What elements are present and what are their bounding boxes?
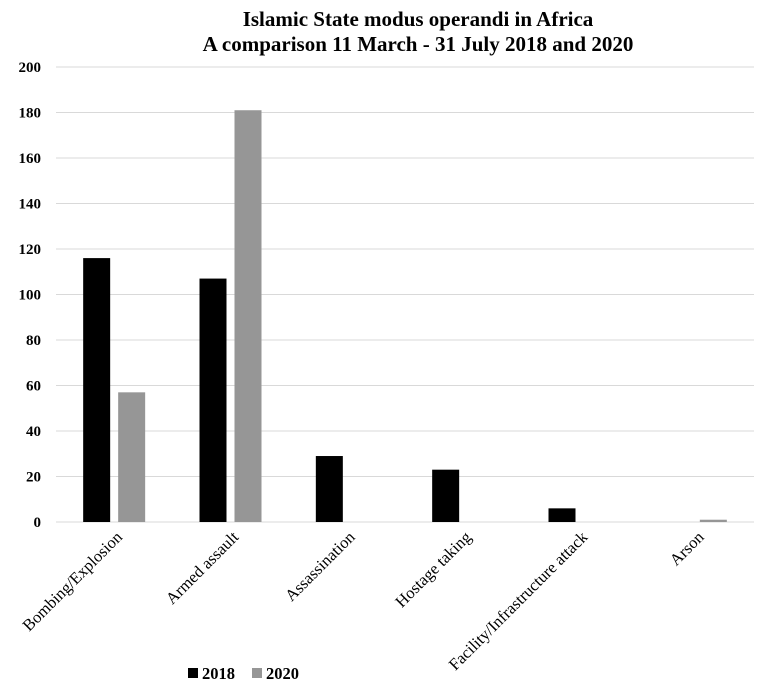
legend-label: 2020	[266, 664, 299, 683]
bar-2018-3	[432, 469, 460, 522]
x-tick-label: Armed assault	[162, 527, 243, 608]
legend: 2018 2020	[188, 664, 299, 683]
y-tick-label: 120	[19, 242, 42, 258]
y-tick-label: 20	[26, 470, 41, 486]
y-tick-label: 80	[26, 333, 41, 349]
bar-2020-1	[234, 110, 262, 522]
y-tick-label: 180	[19, 106, 42, 122]
bar-2020-5	[699, 519, 727, 522]
x-tick-label: Hostage taking	[391, 527, 475, 611]
bar-2018-0	[83, 258, 111, 522]
legend-swatch-2018	[188, 668, 198, 678]
bar-2018-4	[548, 508, 576, 522]
legend-swatch-2020	[252, 668, 262, 678]
y-tick-label: 200	[19, 60, 42, 76]
x-tick-label: Arson	[666, 527, 708, 569]
y-tick-label: 40	[26, 424, 41, 440]
gridlines	[56, 66, 754, 523]
bar-2018-1	[199, 278, 227, 522]
y-tick-label: 160	[19, 151, 42, 167]
bar-2018-2	[315, 456, 343, 522]
y-tick-label: 100	[19, 288, 42, 304]
y-tick-label: 0	[34, 515, 42, 531]
y-tick-label: 140	[19, 197, 42, 213]
x-tick-label: Assassination	[281, 527, 359, 605]
bar-2020-0	[118, 392, 146, 522]
legend-label: 2018	[202, 664, 235, 683]
bars	[83, 110, 727, 522]
chart-title: Islamic State modus operandi in Africa	[243, 7, 594, 31]
y-tick-label: 60	[26, 379, 41, 395]
x-axis-ticks: Bombing/Explosion Armed assault Assassinat…	[19, 527, 708, 674]
y-axis-ticks: 0 20 40 60 80 100 120 140 160 180 200	[19, 60, 42, 531]
chart-subtitle: A comparison 11 March - 31 July 2018 and…	[203, 32, 634, 56]
x-tick-label: Bombing/Explosion	[19, 527, 126, 634]
